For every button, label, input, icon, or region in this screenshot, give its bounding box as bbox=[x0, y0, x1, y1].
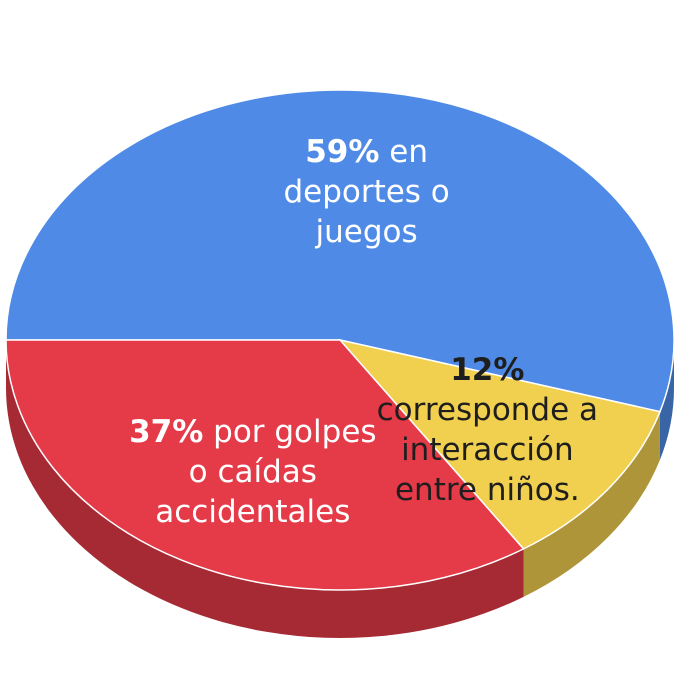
slice bbox=[337, 338, 661, 550]
slice-side bbox=[659, 340, 674, 460]
value-label: 59% bbox=[305, 133, 380, 170]
category-label: por golpes o caídas accidentales bbox=[155, 414, 377, 531]
slice-label: 59% en deportes o juegos bbox=[237, 132, 497, 252]
slice-side bbox=[523, 411, 660, 597]
slice-side bbox=[6, 340, 524, 639]
slice-label: 37% por golpes o caídas accidentales bbox=[123, 412, 383, 532]
category-label: en deportes o juegos bbox=[283, 133, 450, 250]
slice bbox=[5, 339, 525, 591]
slice-label: 12% corresponde a interacción entre niño… bbox=[357, 350, 617, 510]
slice bbox=[5, 89, 675, 413]
category-label: corresponde a interacción entre niños. bbox=[376, 391, 599, 508]
value-label: 12% bbox=[450, 351, 525, 388]
value-label: 37% bbox=[129, 414, 204, 451]
